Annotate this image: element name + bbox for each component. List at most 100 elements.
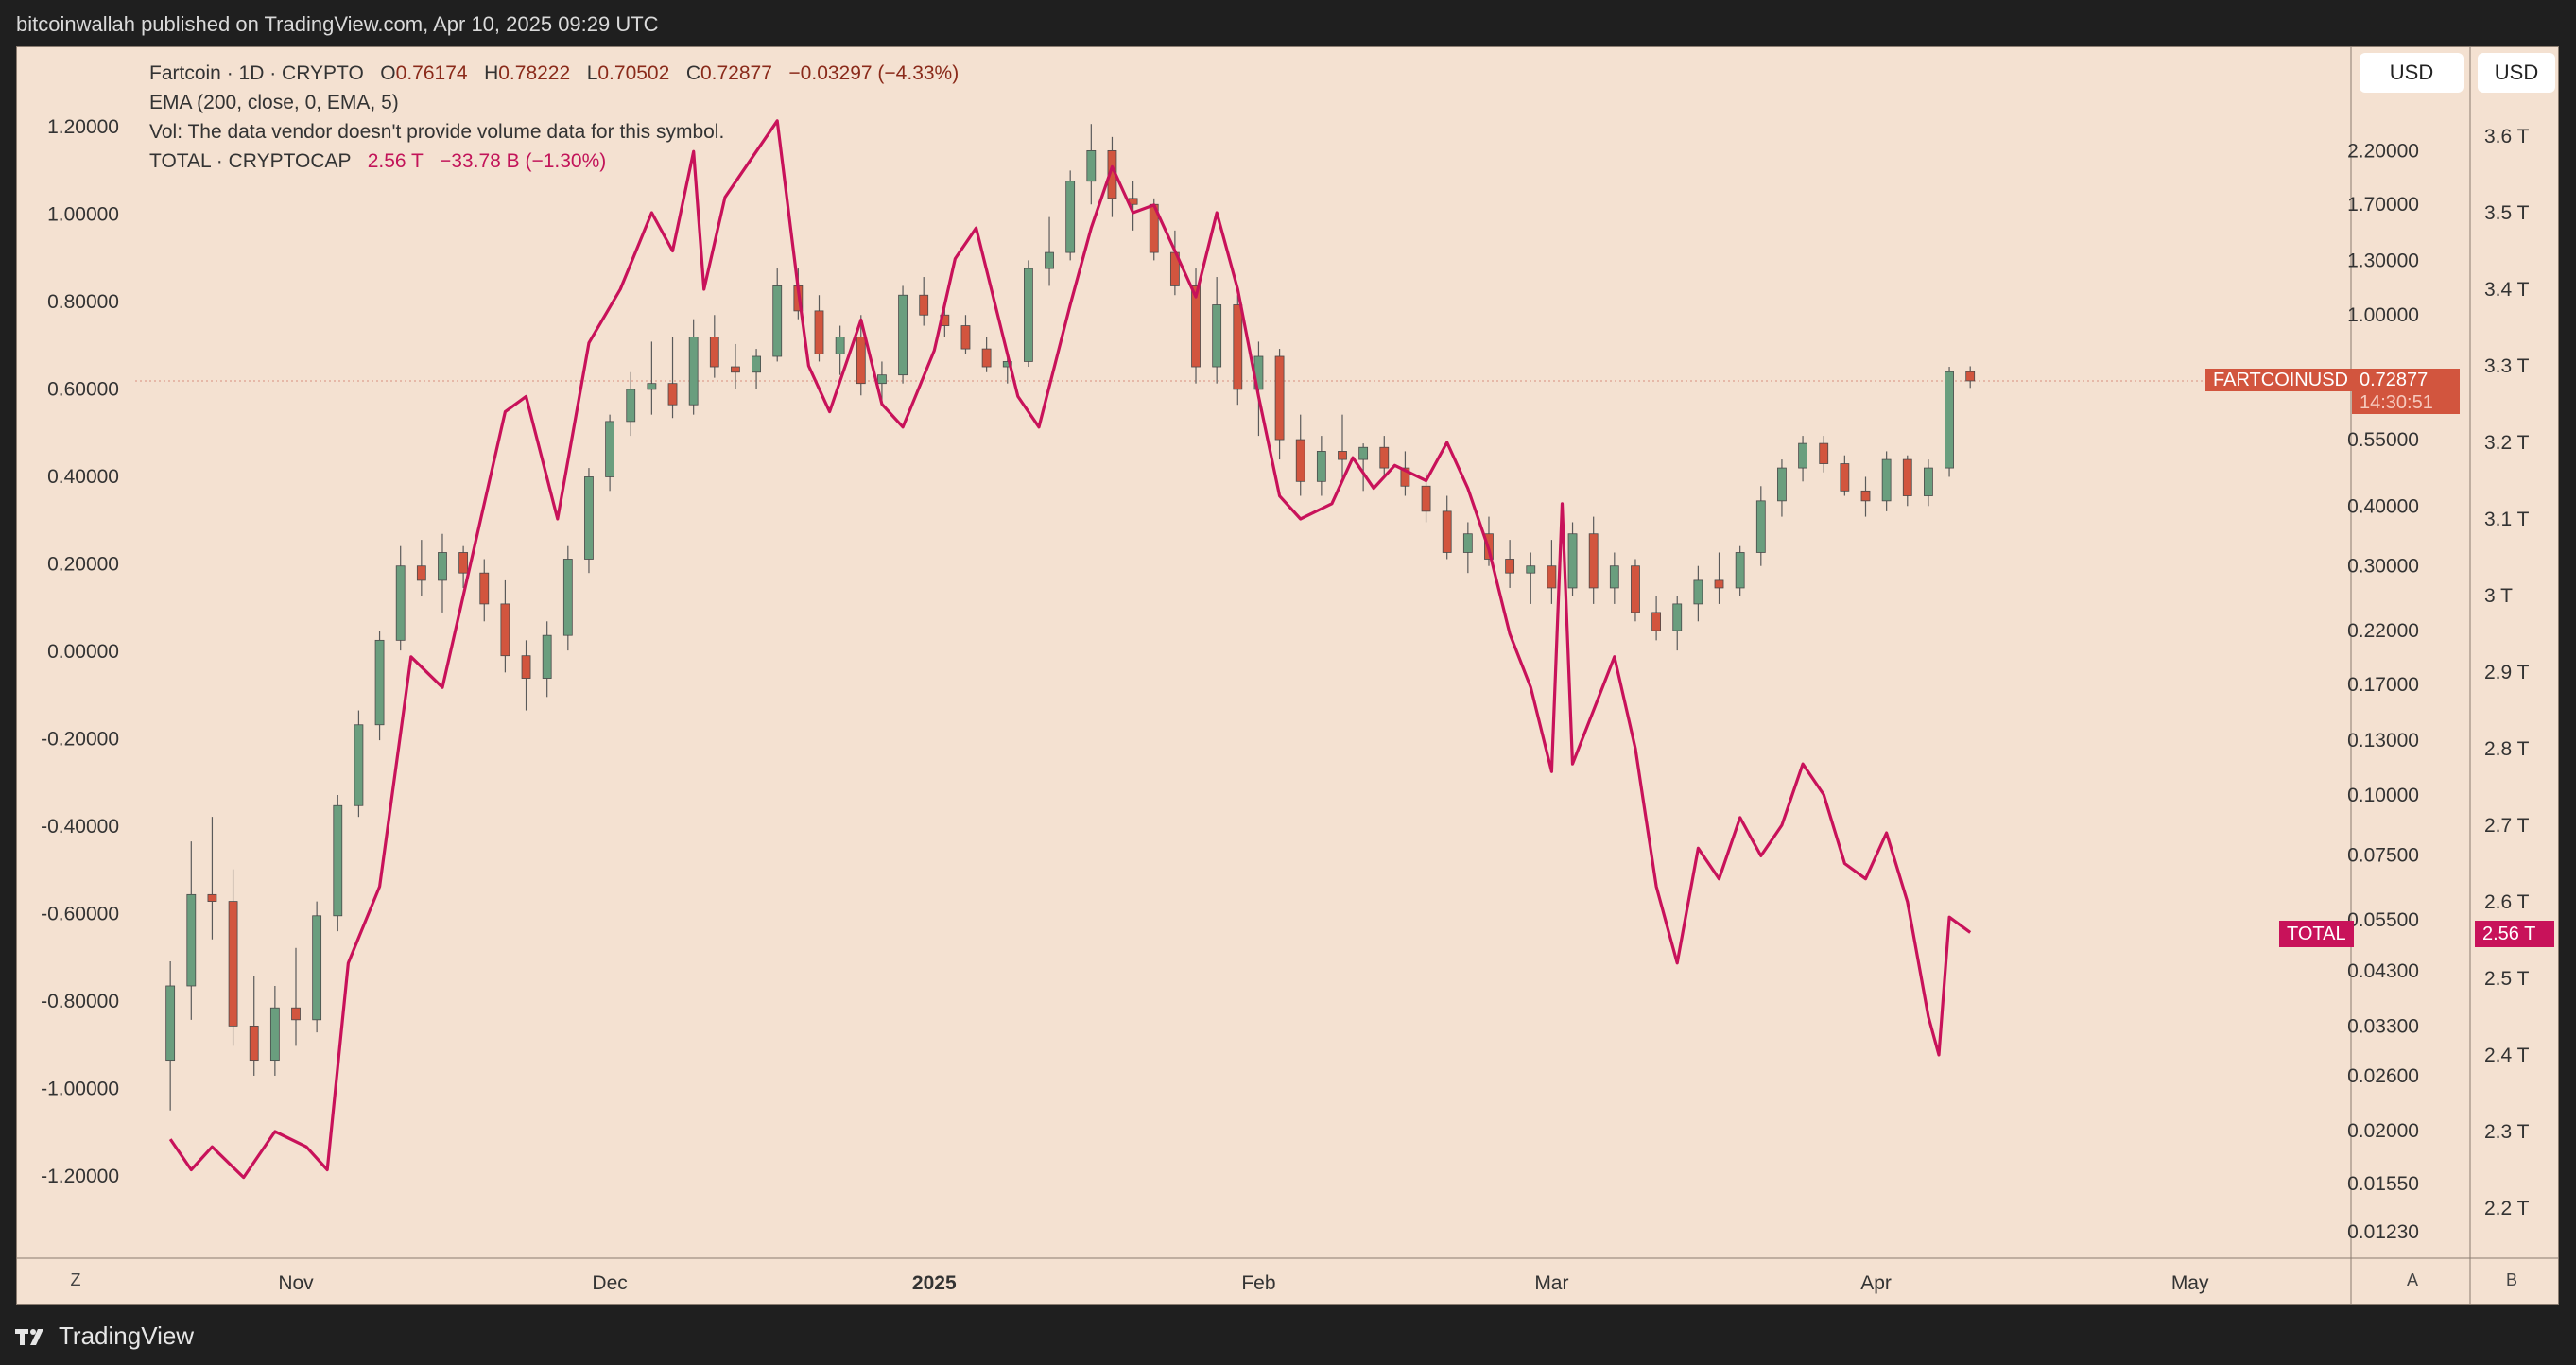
auto-scale-left-button[interactable]: Z [62,1267,89,1293]
candle-body [1421,485,1431,512]
fartcoin-candle [772,268,783,362]
fartcoin-axis-tick: 0.10000 [2347,785,2419,806]
fartcoin-candle [1714,552,1724,604]
footer-bar: TradingView [0,1305,2576,1365]
total-axis-tick: 3 T [2484,585,2513,607]
x-axis-tick: May [2171,1272,2209,1294]
fartcoin-candle [605,414,614,492]
candle-body [1462,533,1473,553]
total-axis-tick: 3.5 T [2484,202,2530,224]
fartcoin-candle [1693,565,1703,622]
total-tag-symbol: TOTAL [2279,921,2354,947]
x-axis-tick: Nov [278,1272,314,1294]
fartcoin-axis-tick: 0.40000 [2347,495,2419,517]
fartcoin-candle [521,640,531,711]
candle-body [877,374,887,385]
auto-scale-a-button[interactable]: A [2399,1267,2426,1293]
fartcoin-candle [395,545,406,651]
fartcoin-candle [981,337,992,372]
left-axis-tick: -1.20000 [41,1166,119,1187]
fartcoin-candle [542,621,552,698]
fartcoin-candle [269,985,280,1076]
candle-body [1086,149,1097,182]
candle-body [1567,533,1578,589]
candle-body [1358,446,1369,460]
candle-body [1233,304,1243,390]
total-axis-tick: 2.5 T [2484,968,2530,990]
fartcoin-candle [1400,451,1410,496]
candle-body [772,285,783,357]
legend-symbol[interactable]: Fartcoin · 1D · CRYPTO [149,62,364,84]
candle-body [1714,579,1724,589]
fartcoin-axis-tick: 0.05500 [2347,909,2419,931]
fartcoin-candle [186,841,197,1020]
fartcoin-axis-tick: 0.13000 [2347,730,2419,752]
fartcoin-axis-tick: 2.20000 [2347,140,2419,162]
fartcoin-candle [752,349,761,389]
candle-body [1798,442,1807,469]
total-axis-tick: 3.6 T [2484,126,2530,147]
fartcoin-candle [814,295,824,362]
x-axis-tick: Apr [1860,1272,1892,1294]
fartcoin-candle [374,631,385,741]
fartcoin-candle [249,976,259,1076]
left-axis-tick: 0.00000 [47,641,119,663]
fartcoin-candle [1631,559,1640,622]
currency-button-fartcoin[interactable]: USD [2360,53,2464,93]
candle-body [605,421,614,477]
fartcoin-candle [500,579,510,673]
fartcoin-candle [228,869,238,1046]
legend-close: 0.72877 [700,62,772,84]
left-axis-tick: 0.60000 [47,379,119,401]
fartcoin-candle [1945,367,1954,477]
candle-body [960,325,971,350]
fartcoin-candle [1045,216,1054,286]
candle-body [1526,565,1536,574]
total-axis-tick: 2.8 T [2484,738,2530,760]
fartcoin-candle [1002,356,1012,384]
fartcoin-axis-tick: 0.02600 [2347,1065,2419,1087]
candle-body [521,655,531,679]
candle-body [626,389,636,423]
fartcoin-axis-tick: 0.01230 [2347,1221,2419,1243]
legend-vol[interactable]: Vol: The data vendor doesn't provide vol… [149,121,725,143]
fartcoin-candle [1086,124,1097,205]
legend-ema[interactable]: EMA (200, close, 0, EMA, 5) [149,92,399,113]
fartcoin-candle [291,947,301,1046]
auto-scale-b-button[interactable]: B [2498,1267,2525,1293]
candle-body [1902,458,1912,496]
fartcoin-candle [312,901,322,1033]
fartcoin-candle [1233,295,1243,406]
currency-button-total[interactable]: USD [2478,53,2555,93]
fartcoin-candle [458,545,469,588]
tradingview-logo[interactable]: TradingView [15,1322,194,1351]
fartcoin-candle [207,817,217,940]
legend-total-row[interactable]: TOTAL · CRYPTOCAP 2.56 T −33.78 B (−1.30… [149,147,959,176]
candle-body [562,559,573,636]
candle-body [1212,304,1222,368]
candle-body [1400,467,1410,487]
x-axis-tick: Dec [592,1272,627,1294]
candle-body [249,1025,259,1062]
fartcoin-candle [1860,476,1871,517]
candle-body [479,572,490,605]
tradingview-brand: TradingView [59,1322,195,1350]
chart-canvas[interactable]: 1.20000 1.00000 0.80000 0.60000 0.40000 0.200… [17,47,2559,1305]
fartcoin-candle [438,533,447,613]
fartcoin-candle [1462,522,1473,574]
candle-body [1672,603,1683,631]
fartcoin-candle [877,361,887,406]
candle-body [688,337,699,406]
fartcoin-candle [626,371,636,437]
candle-body [291,1007,301,1021]
chart-frame[interactable]: 1.20000 1.00000 0.80000 0.60000 0.40000 0.200… [16,46,2559,1305]
fartcoin-candle [584,468,594,574]
fartcoin-axis-tick: 1.30000 [2347,250,2419,271]
fartcoin-candle [647,341,657,415]
candle-body [228,901,238,1027]
fartcoin-candle [835,325,845,375]
legend-close-label: C [685,62,700,84]
fartcoin-candle [1735,545,1745,596]
candle-body [1755,500,1766,553]
total-axis-tick: 2.3 T [2484,1121,2530,1143]
